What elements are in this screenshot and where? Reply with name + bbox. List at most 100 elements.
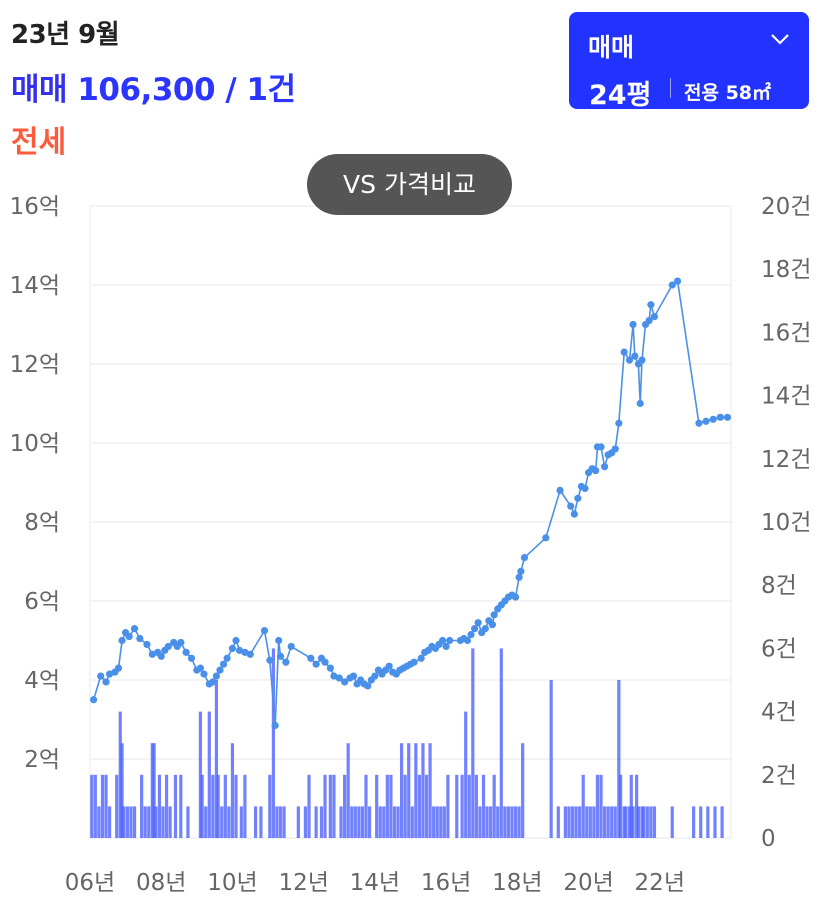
price-point — [638, 356, 646, 364]
price-point — [275, 636, 283, 645]
price-point — [556, 486, 564, 494]
volume-bar — [610, 806, 614, 838]
jeonse-label[interactable]: 전세 — [11, 125, 67, 160]
y-right-tick-label: 14건 — [761, 384, 811, 410]
pyeong-size: 24평 — [589, 80, 652, 111]
volume-bar — [323, 774, 327, 838]
y-right-tick-label: 2건 — [761, 763, 797, 789]
volume-bar — [332, 774, 336, 838]
volume-bar — [692, 806, 696, 838]
volume-bar — [619, 774, 623, 838]
y-right-tick-label: 8건 — [761, 573, 797, 599]
x-tick-label: 10년 — [207, 870, 257, 896]
deal-type-selector[interactable]: 매매 24평 전용 58㎡ — [569, 12, 809, 111]
price-point — [187, 654, 196, 662]
volume-bar — [360, 806, 365, 838]
volume-bar — [439, 806, 443, 838]
volume-bar — [319, 806, 324, 838]
price-point — [417, 654, 425, 662]
y-right-tick-label: 0 — [761, 826, 776, 852]
y-left-tick-label: 4억 — [24, 668, 60, 694]
price-point — [182, 648, 190, 656]
price-point — [89, 696, 98, 704]
volume-bar — [152, 743, 156, 838]
volume-bar — [303, 806, 308, 838]
volume-bar — [375, 774, 379, 838]
volume-bar — [230, 743, 235, 838]
volume-bar — [385, 774, 389, 838]
volume-bar — [350, 806, 354, 838]
volume-bar — [234, 774, 238, 838]
y-right-tick-label: 6건 — [761, 636, 797, 662]
volume-bar — [489, 806, 493, 838]
price-point — [645, 316, 653, 325]
volume-bar — [581, 774, 585, 838]
price-point — [164, 642, 172, 651]
volume-bar — [179, 774, 183, 838]
volume-bar — [496, 806, 500, 838]
price-point — [157, 652, 165, 660]
volume-bar — [268, 774, 272, 838]
y-right-tick-label: 16건 — [761, 320, 811, 346]
y-left-tick-label: 12억 — [10, 352, 60, 378]
price-point — [200, 670, 208, 678]
volume-bar — [631, 806, 635, 838]
volume-bar — [442, 806, 446, 838]
volume-bar — [492, 774, 496, 838]
volume-bar — [296, 806, 300, 838]
price-point — [471, 625, 479, 633]
price-point — [266, 656, 274, 664]
volume-bar — [396, 806, 400, 838]
volume-bar — [602, 806, 607, 838]
volume-bar — [216, 774, 220, 838]
price-point — [570, 510, 578, 518]
volume-bar — [161, 806, 165, 838]
period-label: 23년 9월 — [11, 20, 120, 50]
volume-bar — [154, 806, 158, 838]
volume-bar — [627, 806, 632, 838]
volume-bar — [549, 680, 553, 838]
volume-bar — [200, 774, 204, 838]
volume-bar — [364, 774, 368, 838]
volume-bar — [339, 806, 343, 838]
price-point — [271, 721, 279, 730]
volume-bar — [378, 806, 382, 838]
volume-bar — [720, 806, 724, 838]
price-point — [223, 654, 231, 662]
price-point — [118, 636, 126, 645]
volume-bar — [282, 806, 286, 838]
volume-bar — [563, 806, 568, 838]
y-right-tick-label: 18건 — [761, 257, 811, 283]
price-point — [97, 672, 105, 680]
price-point — [625, 356, 634, 364]
volume-bar — [464, 711, 468, 838]
sale-value: 106,300 / 1건 — [77, 72, 296, 108]
vs-compare-button[interactable]: VS 가격비교 — [307, 154, 512, 215]
price-point — [371, 672, 379, 680]
volume-bar — [122, 806, 126, 838]
y-left-tick-label: 14억 — [10, 273, 60, 299]
price-point — [287, 642, 295, 651]
volume-bar — [227, 806, 231, 838]
volume-bar — [629, 774, 633, 838]
volume-bar — [164, 774, 169, 838]
sale-label: 매매 — [11, 72, 68, 108]
price-point — [520, 553, 529, 562]
volume-bar — [652, 806, 657, 838]
volume-bar — [143, 806, 147, 838]
volume-bar — [713, 806, 717, 838]
volume-bar — [460, 774, 464, 838]
volume-bar — [478, 806, 482, 838]
price-point — [581, 484, 589, 493]
volume-bar — [104, 774, 108, 838]
volume-bar — [207, 711, 211, 838]
volume-bar — [93, 774, 97, 838]
sale-summary: 매매 106,300 / 1건 — [11, 64, 296, 109]
volume-bar — [513, 806, 518, 838]
volume-bar — [403, 774, 407, 838]
volume-bar — [389, 774, 393, 838]
chevron-down-icon — [771, 34, 789, 45]
price-point — [511, 593, 520, 601]
volume-bar — [467, 774, 471, 838]
